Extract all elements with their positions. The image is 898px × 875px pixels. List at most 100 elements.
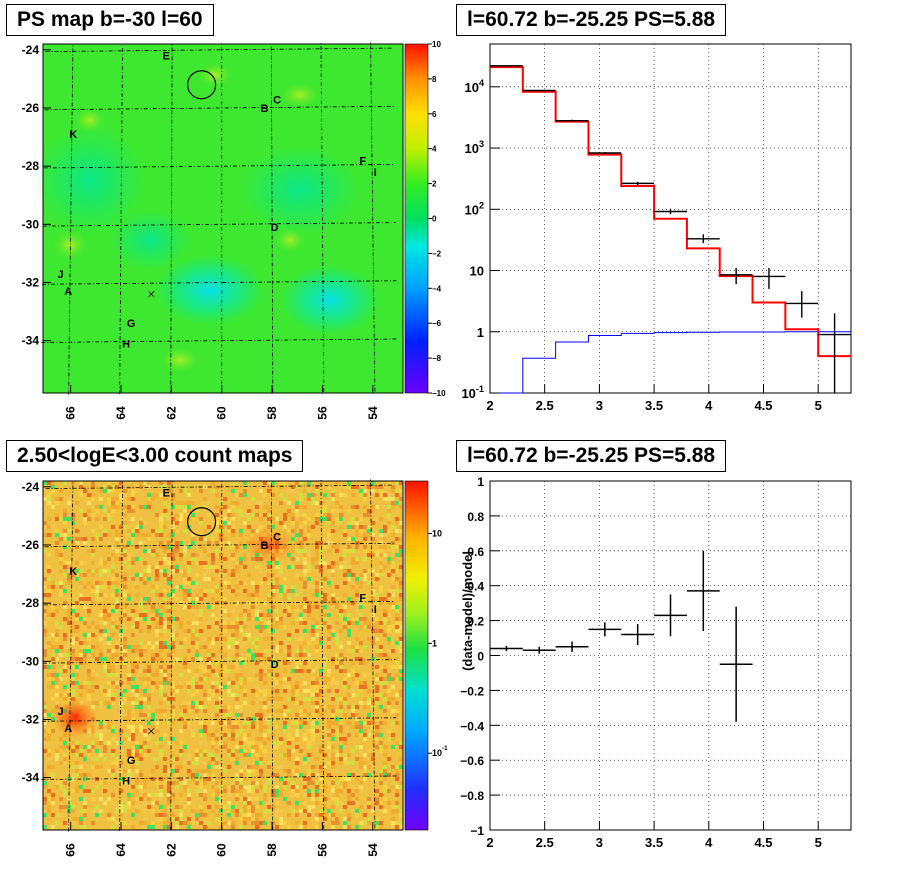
count-map-pixel [363, 701, 367, 705]
count-map-pixel [107, 817, 111, 821]
count-map-pixel [219, 797, 223, 801]
count-map-pixel [79, 637, 83, 641]
count-map-pixel [71, 649, 75, 653]
count-map-pixel [67, 569, 71, 573]
count-map-pixel [247, 613, 251, 617]
count-map-pixel [311, 813, 315, 817]
count-map-pixel [171, 589, 175, 593]
count-map-pixel [215, 529, 219, 533]
count-map-pixel [191, 773, 195, 777]
count-map-pixel [43, 621, 47, 625]
count-map-pixel [183, 501, 187, 505]
count-map-pixel [287, 733, 291, 737]
count-map-pixel [375, 529, 379, 533]
count-map-pixel [363, 577, 367, 581]
count-map-pixel [115, 609, 119, 613]
count-map-pixel [395, 521, 399, 525]
count-map-pixel [163, 809, 167, 813]
count-map-pixel [323, 797, 327, 801]
count-map-pixel [335, 701, 339, 705]
count-map-pixel [315, 693, 319, 697]
count-map-pixel [371, 713, 375, 717]
count-map-pixel [371, 573, 375, 577]
count-map-pixel [331, 825, 335, 829]
count-map-pixel [147, 505, 151, 509]
count-map-pixel [215, 513, 219, 517]
ps-map-ytick-label: -26 [22, 101, 40, 115]
count-map-pixel [235, 781, 239, 785]
count-map-pixel [71, 789, 75, 793]
count-map-pixel [279, 573, 283, 577]
count-map-pixel [99, 537, 103, 541]
count-map-pixel [187, 605, 191, 609]
count-map-pixel [275, 517, 279, 521]
count-map-pixel [275, 825, 279, 829]
count-map-pixel [127, 797, 131, 801]
count-map-pixel [171, 625, 175, 629]
count-map-pixel [171, 769, 175, 773]
count-map-pixel [159, 625, 163, 629]
count-map-pixel [211, 685, 215, 689]
count-map-pixel [339, 757, 343, 761]
count-map-pixel [231, 525, 235, 529]
count-map-pixel [271, 761, 275, 765]
ps-colorbar-tick-label: 8 [432, 75, 437, 84]
count-map-pixel [143, 821, 147, 825]
count-map-pixel [135, 781, 139, 785]
count-map-pixel [327, 537, 331, 541]
count-map-pixel [175, 541, 179, 545]
count-map-pixel [147, 621, 151, 625]
count-map-pixel [279, 765, 283, 769]
count-map-pixel [71, 809, 75, 813]
count-map-pixel [215, 589, 219, 593]
count-map-pixel [59, 485, 63, 489]
count-map-pixel [147, 705, 151, 709]
count-map-pixel [199, 781, 203, 785]
count-colorbar-tick-label: 10 [432, 528, 442, 538]
count-map-pixel [147, 665, 151, 669]
count-map-pixel [167, 653, 171, 657]
count-map-pixel [263, 657, 267, 661]
count-map-pixel [303, 621, 307, 625]
count-map-pixel [175, 549, 179, 553]
count-map-pixel [131, 729, 135, 733]
count-map-pixel [79, 509, 83, 513]
count-map-pixel [163, 673, 167, 677]
count-map-pixel [195, 821, 199, 825]
count-map-pixel [331, 597, 335, 601]
count-map-pixel [315, 813, 319, 817]
count-map-pixel [151, 653, 155, 657]
count-map-pixel [91, 549, 95, 553]
count-map-pixel [271, 637, 275, 641]
count-map-pixel [379, 573, 383, 577]
count-map-pixel [303, 809, 307, 813]
count-map-pixel [195, 817, 199, 821]
count-map-pixel [307, 745, 311, 749]
count-map-pixel [399, 549, 403, 553]
count-map-pixel [171, 497, 175, 501]
count-map-pixel [267, 737, 271, 741]
count-map-pixel [355, 773, 359, 777]
count-map-pixel [99, 581, 103, 585]
count-map-pixel [295, 501, 299, 505]
count-map-pixel [123, 705, 127, 709]
spectrum-xtick-label: 3 [596, 398, 603, 413]
count-map-pixel [343, 677, 347, 681]
count-map-pixel [379, 561, 383, 565]
count-map-pixel [295, 693, 299, 697]
count-map-pixel [187, 801, 191, 805]
count-map-pixel [103, 757, 107, 761]
count-map-pixel [163, 805, 167, 809]
count-map-pixel [359, 789, 363, 793]
count-map-pixel [135, 525, 139, 529]
count-map-pixel [383, 497, 387, 501]
count-map-pixel [319, 581, 323, 585]
count-map-pixel [335, 641, 339, 645]
count-map-pixel [179, 753, 183, 757]
count-map-pixel [339, 729, 343, 733]
count-map-pixel [219, 665, 223, 669]
count-map-pixel [143, 541, 147, 545]
count-map-pixel [363, 705, 367, 709]
count-map-pixel [303, 773, 307, 777]
count-map-pixel [343, 529, 347, 533]
